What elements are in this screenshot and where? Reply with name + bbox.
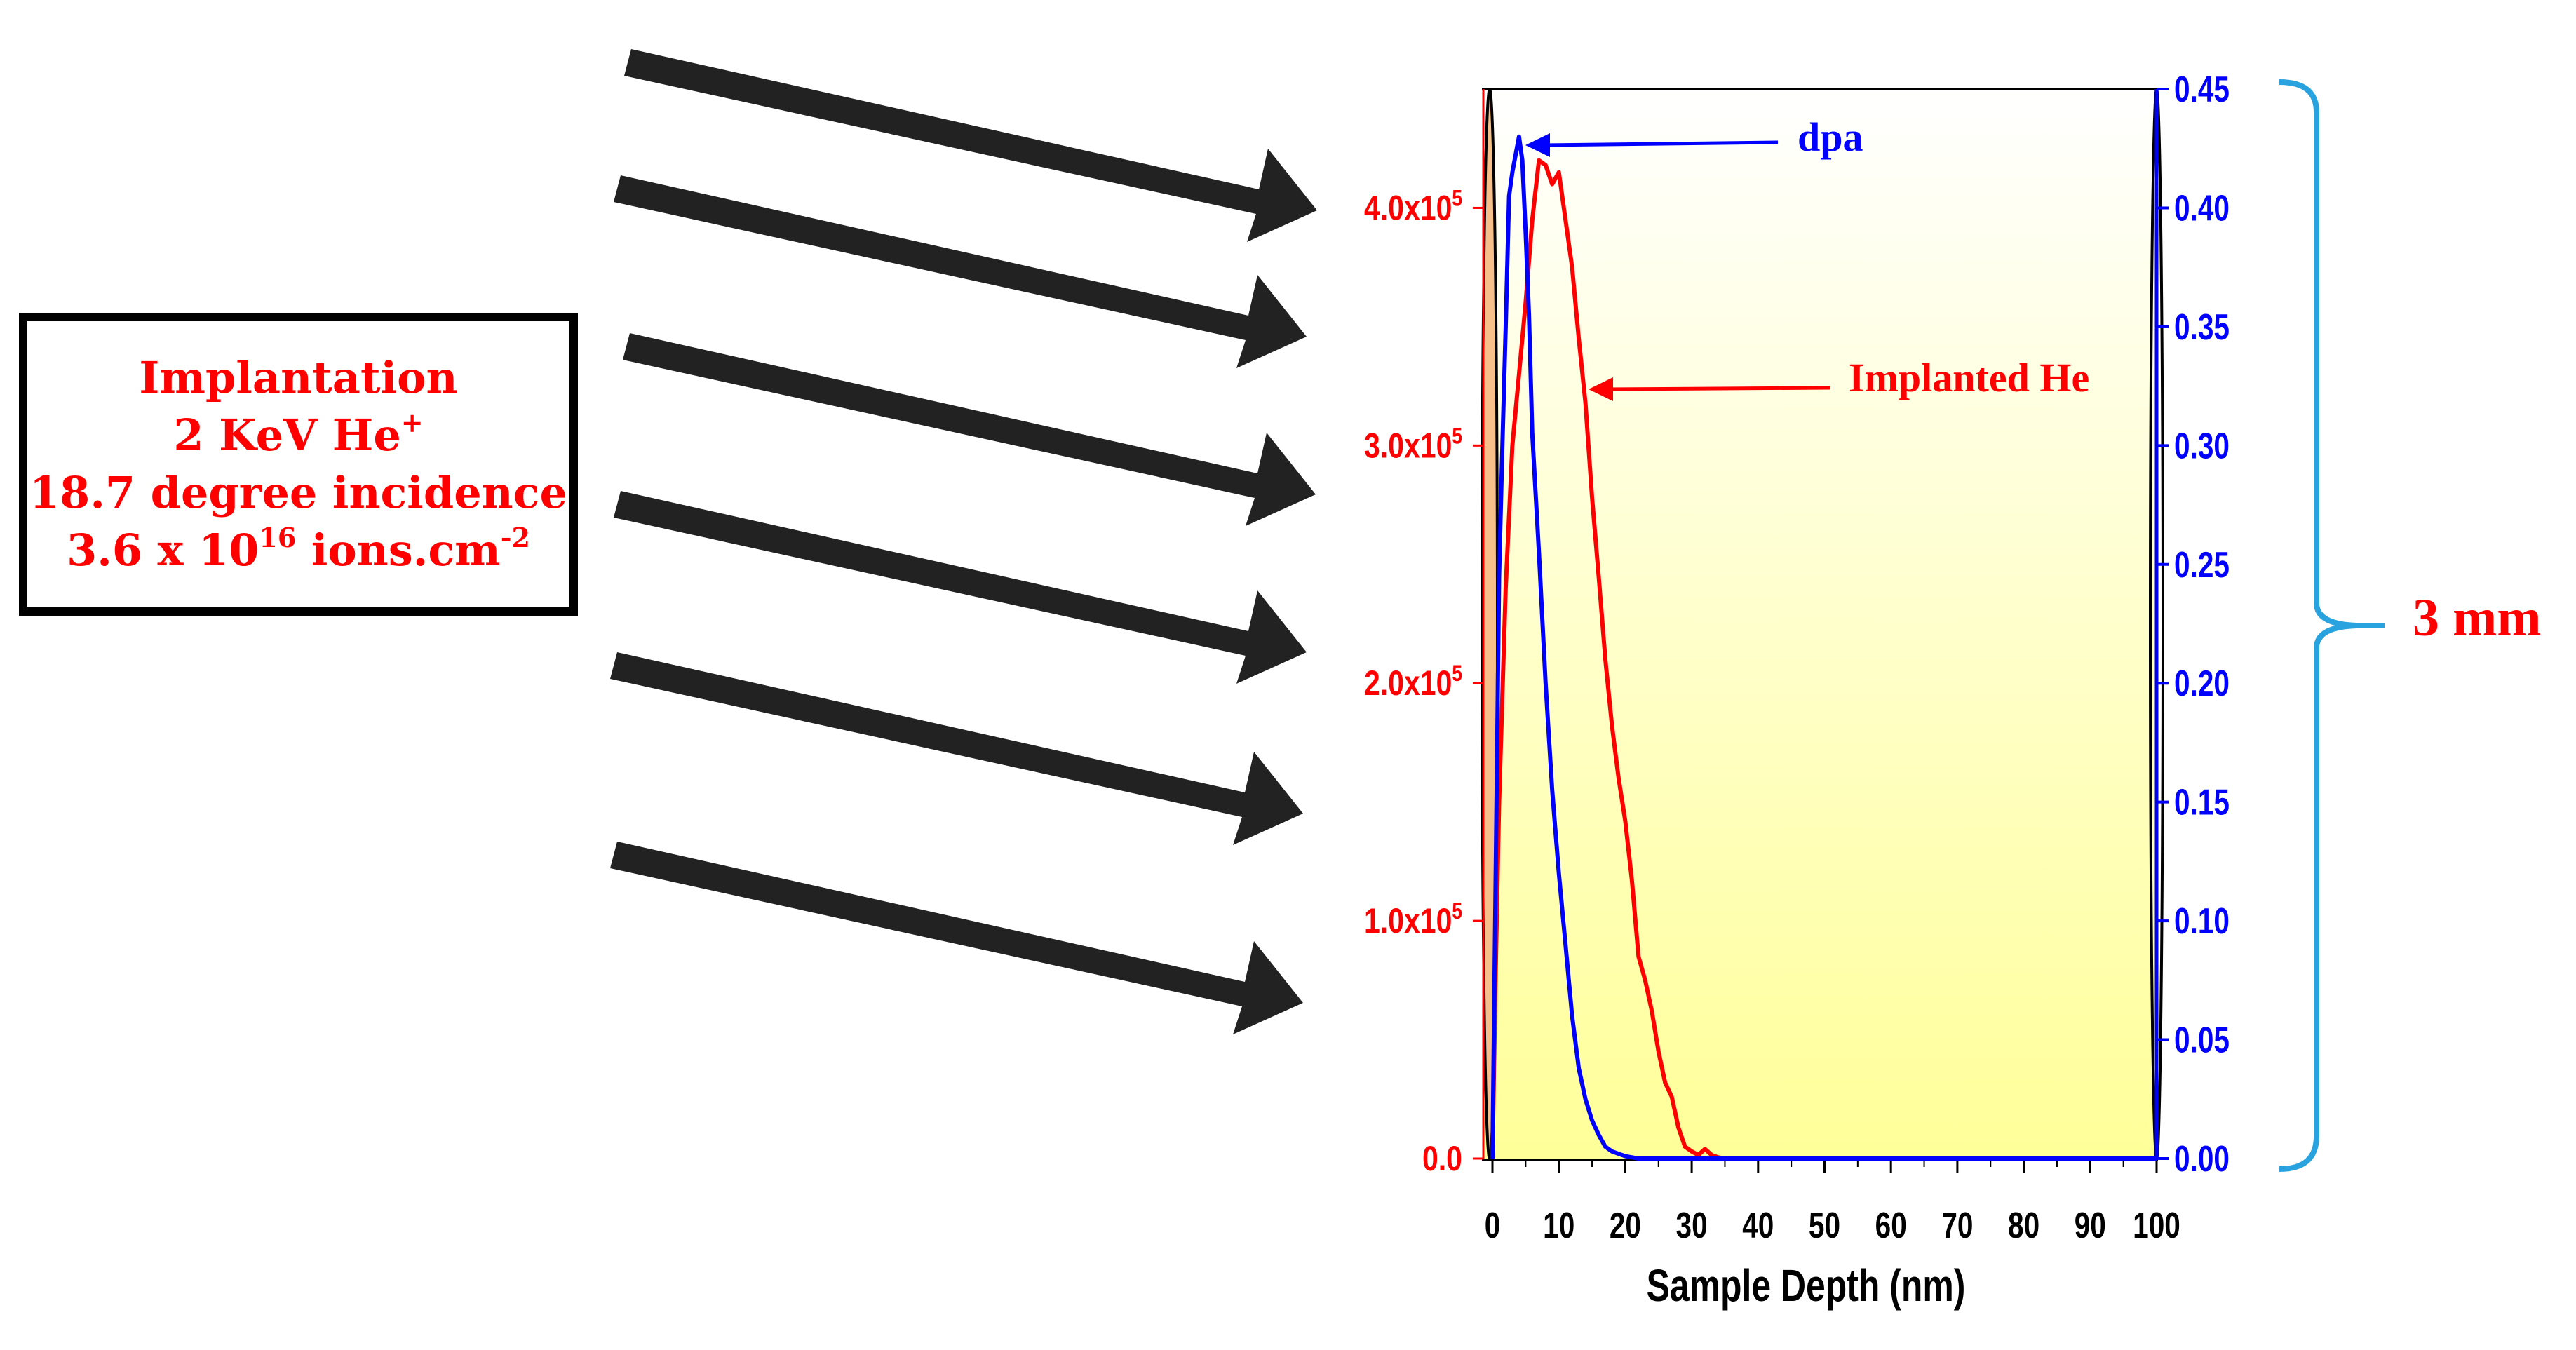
implanted-he-label: Implanted He [1849,355,2089,400]
info-fluence-unit-exp: -2 [500,522,530,553]
left-tick-exponent: 5 [1452,662,1462,687]
ion-beam-arrow [610,842,1303,1034]
chart: 0.0 1.0x105 2.0x105 3.0x105 4.0x105 0.00 0.05… [1364,69,2230,1311]
dpa-annotation: dpa [1525,114,1863,160]
sample-size-label: 3 mm [2413,588,2542,647]
left-tick-label: 2.0x105 [1364,662,1462,703]
ion-beam-arrow [624,49,1317,242]
info-angle: 18.7 degree incidence [29,467,567,518]
x-tick-label: 90 [2075,1205,2106,1246]
right-tick-label: 0.45 [2174,69,2230,109]
dpa-pointer-head [1525,133,1550,157]
implanted-he-annotation: Implanted He [1589,355,2089,401]
right-tick-label: 0.40 [2174,188,2230,229]
info-fluence-text: 3.6 x 10 [67,525,259,576]
right-tick-label: 0.25 [2174,544,2230,585]
right-tick-label: 0.20 [2174,663,2230,703]
right-tick-label: 0.15 [2174,782,2230,823]
info-fluence-unit: ions.cm [296,525,501,576]
ion-beam-arrow [610,652,1303,845]
series-layer [1490,134,2157,1161]
info-energy-sup: + [400,407,424,438]
right-tick-label: 0.30 [2174,425,2230,466]
plot-background [1483,89,2157,1160]
dpa-label: dpa [1798,114,1863,160]
size-bracket [2279,79,2385,1172]
implanted-he-series-line [1490,158,2157,1161]
ion-beam-arrows [610,49,1317,1034]
x-tick-label: 50 [1809,1205,1840,1246]
dpa-pointer-line [1542,140,1779,147]
left-tick-label: 3.0x105 [1364,424,1462,465]
x-tick-label: 0 [1485,1205,1501,1246]
left-tick-label: 4.0x105 [1364,187,1462,227]
x-tick-label: 60 [1875,1205,1907,1246]
left-tick-exponent: 5 [1452,900,1462,924]
x-axis-label: Sample Depth (nm) [1647,1261,1966,1311]
he-pointer-line [1605,386,1831,391]
x-tick-label: 70 [1941,1205,1973,1246]
info-fluence-exp: 16 [259,522,297,553]
right-tick-label: 0.10 [2174,900,2230,941]
x-tick-label: 20 [1610,1205,1641,1246]
implantation-info-box: Implantation 2 KeV He+ 18.7 degree incid… [19,313,578,616]
left-tick-exponent: 5 [1452,187,1462,211]
left-tick-exponent: 5 [1452,424,1462,449]
info-title: Implantation [139,352,458,403]
x-tick-label: 40 [1742,1205,1774,1246]
right-tick-label: 0.00 [2174,1138,2230,1179]
x-tick-label: 100 [2133,1205,2180,1246]
ion-beam-arrow [614,491,1307,684]
left-y-axis: 0.0 1.0x105 2.0x105 3.0x105 4.0x105 [1364,89,1485,1178]
info-energy: 2 KeV He+ [173,407,423,464]
x-tick-label: 30 [1676,1205,1708,1246]
right-y-axis: 0.00 0.05 0.10 0.15 0.20 0.25 0.30 0.35 0.40 0.45 [2154,69,2230,1179]
info-energy-text: 2 KeV He [173,410,401,461]
left-tick-label: 0.0 [1422,1139,1462,1178]
dpa-series-line [1490,134,2157,1161]
ion-beam-arrow [623,333,1316,526]
info-fluence: 3.6 x 1016 ions.cm-2 [67,522,530,579]
ion-beam-arrow [614,175,1307,368]
x-tick-label: 10 [1543,1205,1574,1246]
he-pointer-head [1589,377,1613,401]
x-tick-label: 80 [2008,1205,2039,1246]
right-tick-label: 0.35 [2174,306,2230,347]
x-axis: 0 10 20 30 40 50 60 70 80 90 100 [1485,1160,2180,1246]
left-tick-label: 1.0x105 [1364,900,1462,940]
right-tick-label: 0.05 [2174,1020,2230,1060]
